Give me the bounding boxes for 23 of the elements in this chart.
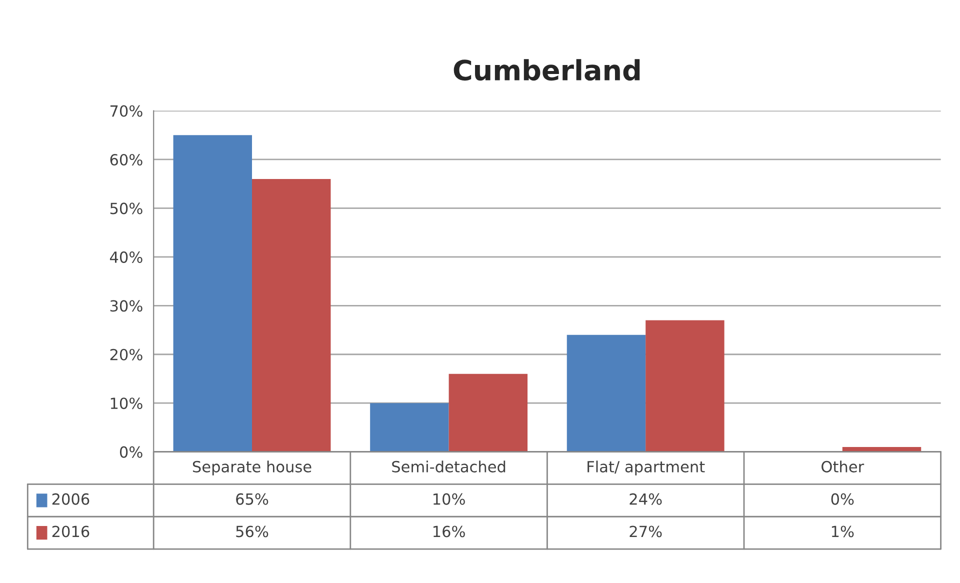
data-label: 24%	[630, 493, 662, 505]
data-label: 56%	[236, 526, 268, 538]
x-tick-label: Semi-detached	[392, 460, 506, 472]
y-tick-label: 60%	[110, 154, 142, 166]
y-tick-label: 70%	[110, 105, 142, 117]
data-label: 10%	[434, 493, 465, 505]
y-tick-label: 50%	[110, 202, 142, 214]
data-label: 65%	[236, 493, 268, 505]
data-label: 27%	[630, 526, 662, 538]
data-label: 16%	[434, 526, 465, 538]
x-tick-label: Flat/ apartment	[588, 460, 705, 476]
x-tick-label: Other	[822, 460, 864, 472]
legend-label: 2006	[52, 493, 90, 505]
y-tick-label: 0%	[120, 446, 142, 458]
data-label: 1%	[832, 526, 854, 538]
y-tick-label: 30%	[110, 300, 142, 312]
data-label: 0%	[831, 493, 854, 505]
legend-label: 2016	[52, 526, 90, 538]
y-tick-label: 40%	[110, 251, 142, 263]
chart-title: Cumberland	[454, 59, 640, 81]
x-tick-label: Separate house	[192, 460, 312, 476]
y-tick-label: 10%	[110, 398, 142, 410]
y-tick-label: 20%	[110, 348, 142, 360]
